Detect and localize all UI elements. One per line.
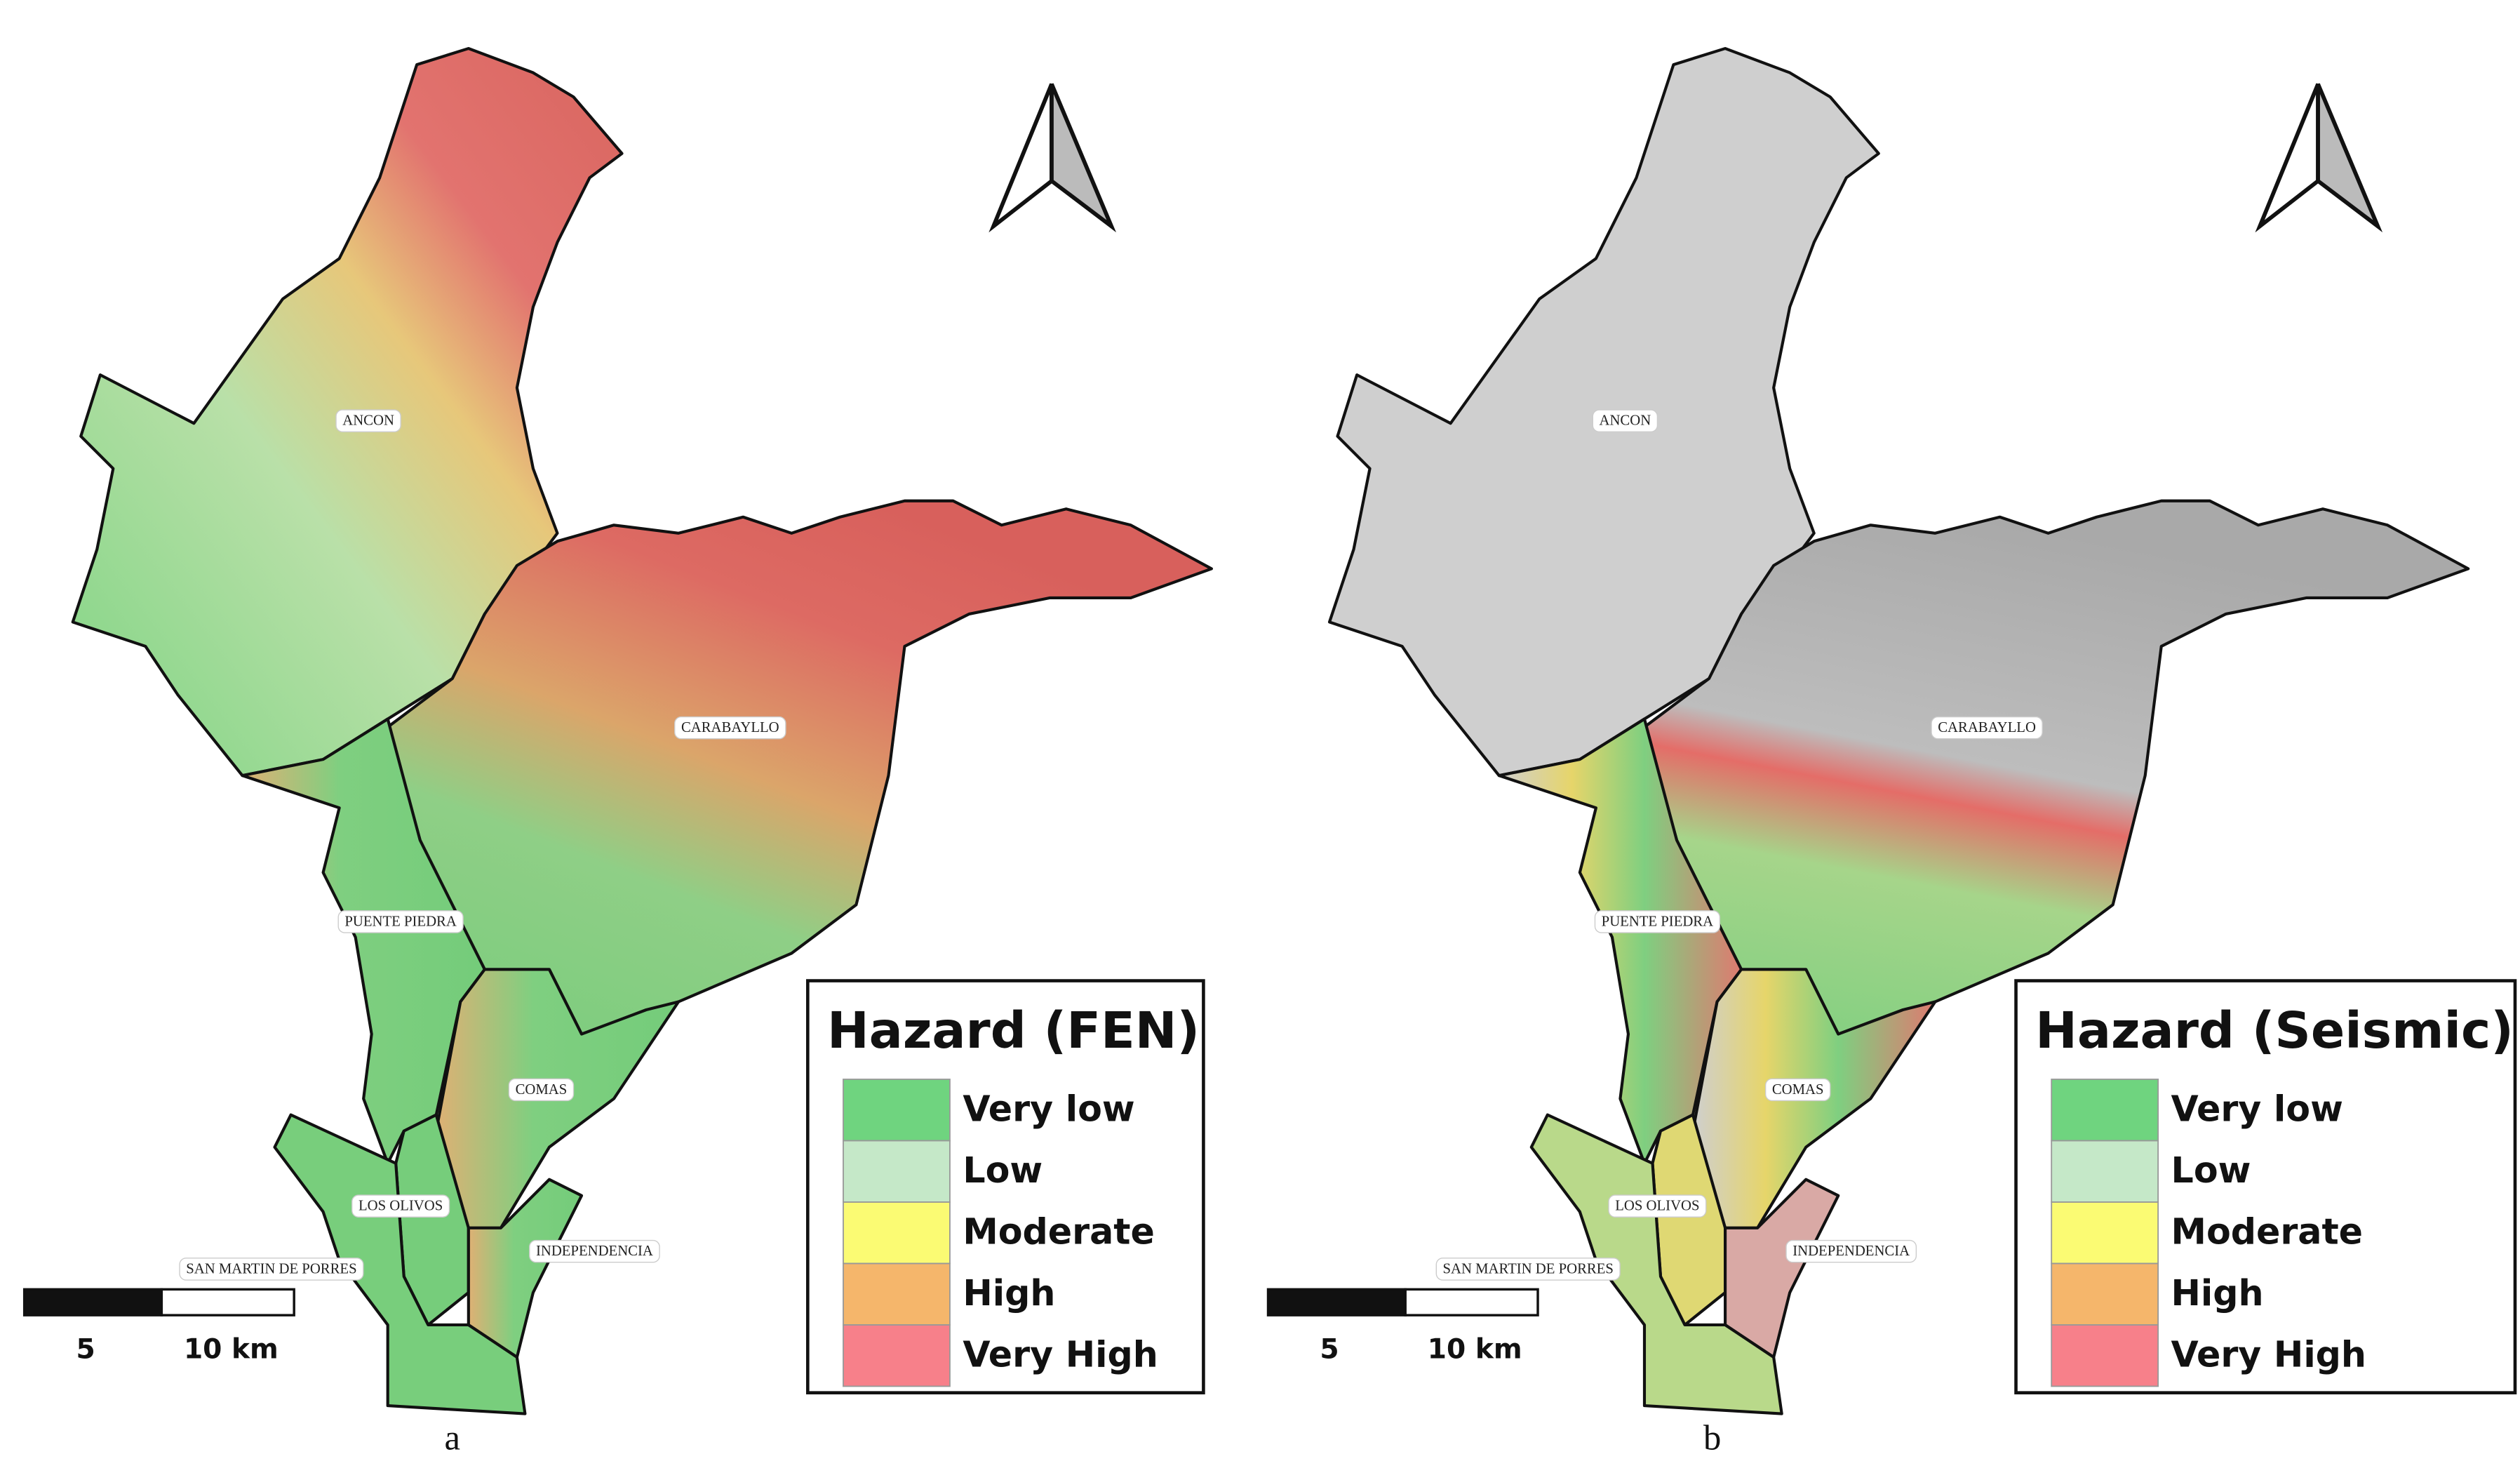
label-box <box>179 1258 364 1281</box>
district-area <box>1724 1178 1840 1359</box>
legend-label: Very High <box>963 1334 1158 1375</box>
district-label: COMAS <box>508 1078 575 1102</box>
map-b <box>1327 46 2470 1415</box>
label-box <box>337 910 464 933</box>
label-box <box>1608 1194 1707 1218</box>
scale-bar-label: 10 km <box>184 1333 279 1365</box>
panel-letter: a <box>445 1418 460 1457</box>
district-label: PUENTE PIEDRA <box>1594 910 1721 933</box>
district-name: COMAS <box>1772 1082 1824 1098</box>
legend-swatch <box>843 1324 951 1387</box>
legend-label: Moderate <box>963 1211 1154 1253</box>
district-area <box>386 499 1214 1036</box>
label-box <box>1594 910 1721 933</box>
district-label: CARABAYLLO <box>674 716 786 740</box>
label-box <box>508 1078 575 1102</box>
district-name: ANCON <box>342 413 394 429</box>
district-area <box>273 1113 527 1415</box>
legend-swatch <box>2051 1079 2159 1142</box>
label-box <box>1785 1239 1917 1263</box>
district-label: PUENTE PIEDRA <box>337 910 464 933</box>
label-box <box>529 1239 660 1263</box>
north-arrow <box>988 83 1116 233</box>
legend-label: Low <box>963 1149 1043 1191</box>
scale-bar-label: 5 <box>1320 1333 1339 1365</box>
district-name: INDEPENDENCIA <box>536 1244 653 1259</box>
district-label: ANCON <box>1592 409 1658 432</box>
district-label: SAN MARTIN DE PORRES <box>1435 1258 1621 1281</box>
map-a <box>71 46 1214 1415</box>
district-name: LOS OLIVOS <box>1615 1199 1699 1214</box>
label-box <box>1764 1078 1831 1102</box>
label-box <box>1435 1258 1621 1281</box>
legend-swatch <box>843 1140 951 1203</box>
district-name: COMAS <box>516 1082 568 1098</box>
scale-bar-segment <box>1404 1288 1539 1316</box>
district-name: SAN MARTIN DE PORRES <box>1443 1261 1614 1276</box>
district-name: CARABAYLLO <box>1938 720 2036 735</box>
legend-title: Hazard (FEN) <box>827 1001 1200 1060</box>
scale-bar-label: 5 <box>76 1333 95 1365</box>
district-label: CARABAYLLO <box>1931 716 2043 740</box>
district-area <box>1642 499 2470 1036</box>
district-name: PUENTE PIEDRA <box>1602 914 1713 929</box>
legend-label: High <box>963 1272 1055 1314</box>
legend-swatch <box>2051 1262 2159 1326</box>
district-name: ANCON <box>1600 413 1651 429</box>
district-name: SAN MARTIN DE PORRES <box>186 1261 356 1276</box>
district-label: LOS OLIVOS <box>1608 1194 1707 1218</box>
district-name: CARABAYLLO <box>681 720 779 735</box>
scale-bar-segment <box>22 1288 163 1316</box>
legend-label: Moderate <box>2171 1211 2363 1253</box>
district-area <box>467 1178 584 1359</box>
north-arrow <box>2255 83 2383 233</box>
district-name: PUENTE PIEDRA <box>344 914 456 929</box>
district-label: SAN MARTIN DE PORRES <box>179 1258 364 1281</box>
label-box <box>1931 716 2043 740</box>
legend-label: High <box>2171 1272 2264 1314</box>
label-box <box>1592 409 1658 432</box>
district-name: INDEPENDENCIA <box>1792 1244 1910 1259</box>
legend-swatch <box>2051 1201 2159 1265</box>
legend-swatch <box>843 1262 951 1326</box>
scale-bar-label: 10 km <box>1428 1333 1522 1365</box>
district-label: INDEPENDENCIA <box>1785 1239 1917 1263</box>
district-label: ANCON <box>335 409 401 432</box>
legend-label: Very low <box>963 1088 1134 1130</box>
legend-swatch <box>843 1079 951 1142</box>
legend-label: Very low <box>2171 1088 2343 1130</box>
legend-swatch <box>2051 1140 2159 1203</box>
district-label: LOS OLIVOS <box>351 1194 450 1218</box>
label-box <box>351 1194 450 1218</box>
legend-swatch <box>843 1201 951 1265</box>
scale-bar-segment <box>1266 1288 1407 1316</box>
legend-swatch <box>2051 1324 2159 1387</box>
label-box <box>674 716 786 740</box>
district-name: LOS OLIVOS <box>358 1199 443 1214</box>
district-label: INDEPENDENCIA <box>529 1239 660 1263</box>
label-box <box>335 409 401 432</box>
legend-label: Very High <box>2171 1334 2366 1375</box>
scale-bar-segment <box>160 1288 295 1316</box>
district-area <box>1529 1113 1783 1415</box>
district-label: COMAS <box>1764 1078 1831 1102</box>
panel-letter: b <box>1703 1418 1721 1457</box>
legend-title: Hazard (Seismic) <box>2035 1001 2514 1060</box>
legend-label: Low <box>2171 1149 2251 1191</box>
